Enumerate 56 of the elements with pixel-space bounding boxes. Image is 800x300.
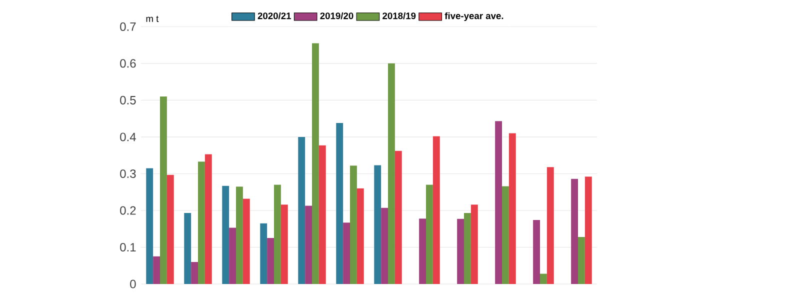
y-tick-label: 0.6 (120, 59, 136, 68)
bar (578, 236, 585, 284)
bar (242, 198, 250, 284)
bar (546, 167, 554, 284)
y-tick-label: 0.7 (120, 22, 136, 31)
bar (571, 178, 578, 284)
bar (502, 186, 509, 284)
bar (394, 150, 402, 284)
legend-label: 2020/21 (258, 12, 291, 20)
y-tick-label: 0.5 (120, 96, 136, 104)
bar (374, 165, 382, 284)
bar (280, 204, 288, 284)
y-tick-label: 0.4 (120, 132, 136, 142)
bar (432, 136, 440, 284)
bar (470, 204, 478, 284)
bar (198, 162, 205, 284)
bar (336, 122, 344, 284)
bar (184, 213, 192, 284)
bar (267, 238, 274, 284)
bar (274, 184, 281, 284)
bar (388, 63, 395, 284)
bar (236, 186, 243, 284)
legend-label: 2019/20 (320, 12, 354, 20)
bar (260, 223, 268, 284)
bar (318, 145, 326, 284)
bar (305, 206, 312, 284)
bar (457, 218, 464, 284)
bar (426, 184, 433, 284)
bar (298, 136, 306, 284)
bar (312, 43, 319, 284)
legend-label: five-year ave. (444, 12, 504, 22)
bar (343, 222, 350, 284)
y-tick-label: 0.1 (120, 242, 136, 252)
y-tick-label: 0.2 (120, 206, 136, 215)
bar (381, 208, 388, 284)
bar (204, 154, 212, 284)
bar (166, 174, 174, 284)
bar (533, 220, 540, 284)
y-tick-label: 0 (130, 280, 136, 288)
bar (222, 186, 230, 284)
bar (350, 166, 357, 284)
bar (419, 218, 426, 284)
bar (495, 121, 502, 284)
bar (464, 213, 471, 284)
y-tick-label: 0.3 (120, 169, 136, 178)
bar (153, 256, 160, 284)
bar (229, 228, 236, 284)
bar (160, 96, 167, 284)
legend-label: 2018/19 (382, 12, 416, 20)
bar (584, 176, 592, 284)
bar (508, 133, 516, 284)
bar (146, 168, 154, 284)
y-axis-title: m t (146, 16, 159, 22)
bar (191, 262, 198, 284)
bar (356, 188, 364, 284)
bar (540, 274, 547, 284)
